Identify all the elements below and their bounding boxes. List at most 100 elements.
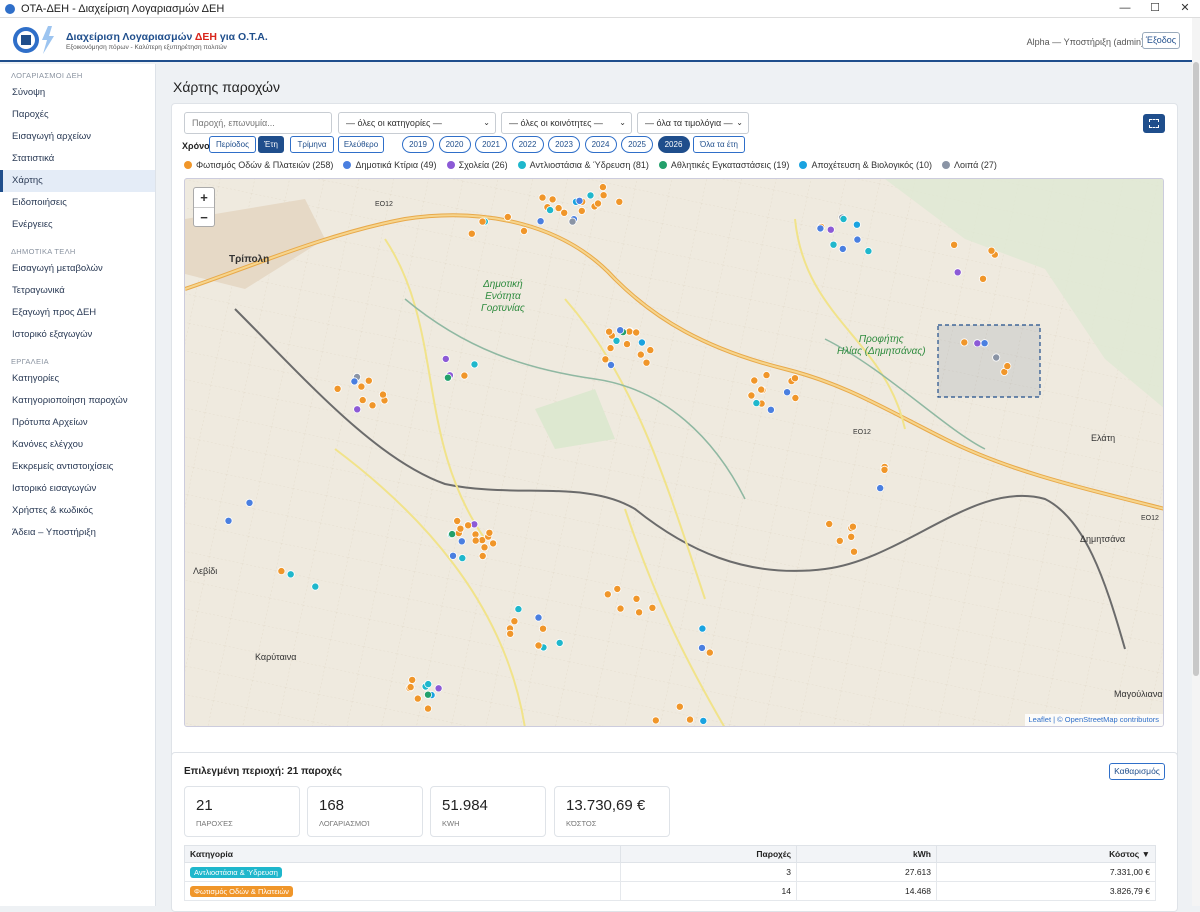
community-select[interactable]: — όλες οι κοινότητες — ⌄ (501, 112, 632, 134)
map-view[interactable]: + − Τρίπολη ΕΟ12 ΕΟ12 ΕΟ12 Δημοτική Ενότ… (184, 178, 1164, 727)
search-input[interactable]: Παροχή, επωνυμία... (184, 112, 332, 134)
map-marker[interactable] (378, 390, 387, 399)
map-marker[interactable] (357, 382, 366, 391)
map-marker[interactable] (333, 384, 342, 393)
box-select-button[interactable] (1143, 114, 1165, 133)
sidebar-item[interactable]: Ενέργειες (12, 219, 53, 230)
map-marker[interactable] (441, 354, 450, 363)
sidebar-item[interactable]: Ειδοποιήσεις (12, 197, 67, 208)
sidebar-item[interactable]: Χρήστες & κωδικός (12, 505, 94, 516)
map-marker[interactable] (987, 246, 996, 255)
legend-item[interactable]: Σχολεία (26) (446, 158, 508, 172)
clear-selection-button[interactable]: Καθαρισμός (1109, 763, 1165, 780)
map-marker[interactable] (464, 521, 473, 530)
sidebar-item[interactable]: Κατηγοριοποίηση παροχών (12, 395, 128, 406)
map-marker[interactable] (448, 530, 457, 539)
map-marker[interactable] (816, 224, 825, 233)
map-marker[interactable] (876, 484, 885, 493)
col-kwh[interactable]: kWh (796, 845, 937, 863)
sidebar-item[interactable]: Εξαγωγή προς ΔΕΗ (12, 307, 97, 318)
map-marker[interactable] (636, 350, 645, 359)
map-marker[interactable] (612, 336, 621, 345)
map-marker[interactable] (698, 643, 707, 652)
time-mode-button[interactable]: Τρίμηνα (290, 136, 334, 153)
sidebar-item[interactable]: Σύνοψη (12, 87, 46, 98)
map-marker[interactable] (646, 346, 655, 355)
map-marker[interactable] (747, 391, 756, 400)
table-row[interactable]: Φωτισμός Οδών & Πλατειών 14 14.468 3.826… (184, 881, 1156, 901)
sidebar-item[interactable]: Κατηγορίες (12, 373, 60, 384)
map-marker[interactable] (632, 594, 641, 603)
map-marker[interactable] (457, 537, 466, 546)
map-marker[interactable] (460, 371, 469, 380)
sidebar-item[interactable]: Πρότυπα Αρχείων (12, 417, 88, 428)
map-marker[interactable] (864, 247, 873, 256)
map-marker[interactable] (622, 340, 631, 349)
map-marker[interactable] (364, 376, 373, 385)
map-marker[interactable] (423, 690, 432, 699)
map-marker[interactable] (534, 613, 543, 622)
map-marker[interactable] (408, 675, 417, 684)
map-marker[interactable] (685, 715, 694, 724)
map-marker[interactable] (350, 377, 359, 386)
map-marker[interactable] (453, 516, 462, 525)
map-marker[interactable] (224, 516, 233, 525)
map-marker[interactable] (538, 193, 547, 202)
year-button[interactable]: 2021 (475, 136, 507, 153)
map-marker[interactable] (560, 208, 569, 217)
map-marker[interactable] (555, 638, 564, 647)
legend-item[interactable]: Λοιπά (27) (942, 158, 997, 172)
legend-item[interactable]: Δημοτικά Κτίρια (49) (343, 158, 437, 172)
map-marker[interactable] (850, 547, 859, 556)
map-marker[interactable] (750, 376, 759, 385)
map-marker[interactable] (577, 206, 586, 215)
invoice-select[interactable]: — όλα τα τιμολόγια — ⌄ (637, 112, 749, 134)
col-cost[interactable]: Κόστος ▼ (936, 845, 1156, 863)
map-marker[interactable] (980, 339, 989, 348)
map-marker[interactable] (245, 498, 254, 507)
map-marker[interactable] (510, 617, 519, 626)
map-marker[interactable] (838, 244, 847, 253)
map-marker[interactable] (605, 327, 614, 336)
map-marker[interactable] (825, 519, 834, 528)
map-marker[interactable] (423, 704, 432, 713)
map-marker[interactable] (651, 716, 660, 725)
map-marker[interactable] (593, 199, 602, 208)
map-marker[interactable] (826, 225, 835, 234)
map-marker[interactable] (467, 229, 476, 238)
map-marker[interactable] (424, 680, 433, 689)
map-marker[interactable] (613, 584, 622, 593)
map-marker[interactable] (791, 374, 800, 383)
sidebar-item[interactable]: Στατιστικά (12, 153, 55, 164)
map-marker[interactable] (839, 215, 848, 224)
sidebar-item[interactable]: Ιστορικό εισαγωγών (12, 483, 97, 494)
year-button[interactable]: 2022 (511, 136, 544, 153)
leaflet-link[interactable]: Leaflet (1028, 715, 1052, 724)
map-marker[interactable] (478, 551, 487, 560)
map-marker[interactable] (880, 465, 889, 474)
category-select[interactable]: — όλες οι κατηγορίες — ⌄ (338, 112, 496, 134)
map-marker[interactable] (413, 694, 422, 703)
col-count[interactable]: Παροχές (620, 845, 797, 863)
map-marker[interactable] (950, 240, 959, 249)
map-marker[interactable] (311, 582, 320, 591)
map-marker[interactable] (368, 401, 377, 410)
map-marker[interactable] (489, 539, 498, 548)
map-marker[interactable] (783, 388, 792, 397)
map-marker[interactable] (615, 197, 624, 206)
map-marker[interactable] (791, 393, 800, 402)
map-marker[interactable] (546, 206, 555, 215)
year-button[interactable]: 2023 (548, 136, 580, 153)
map-marker[interactable] (277, 567, 286, 576)
map-marker[interactable] (992, 353, 1001, 362)
logout-button[interactable]: Έξοδος (1142, 32, 1180, 49)
map-marker[interactable] (470, 360, 479, 369)
map-marker[interactable] (979, 274, 988, 283)
page-scrollbar[interactable] (1192, 18, 1200, 906)
map-marker[interactable] (506, 629, 515, 638)
map-marker[interactable] (606, 360, 615, 369)
map-marker[interactable] (766, 405, 775, 414)
sidebar-item[interactable]: Εισαγωγή αρχείων (12, 131, 92, 142)
map-marker[interactable] (538, 624, 547, 633)
map-marker[interactable] (960, 338, 969, 347)
